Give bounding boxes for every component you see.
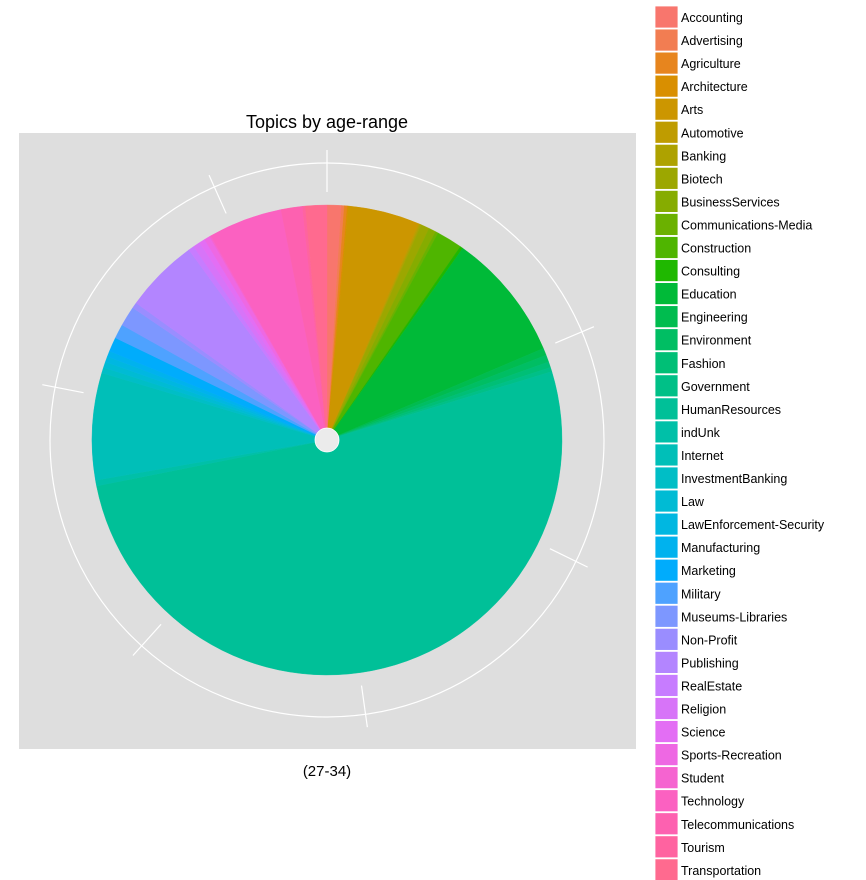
grid-spoke [555,326,595,344]
legend-key-religion [654,697,679,720]
legend-key-manufacturing [654,535,679,559]
pie-slices [91,204,563,676]
grid-spoke [549,548,588,568]
legend-key-internet [654,443,679,467]
legend-label-non-profit: Non-Profit [681,633,738,647]
legend-key-agriculture [654,51,679,75]
legend-key-government [654,374,679,398]
legend-label-biotech: Biotech [681,172,723,186]
legend-label-marketing: Marketing [681,564,736,578]
legend-key-humanresources [654,397,679,421]
legend-key-science [654,720,679,743]
legend-key-automotive [654,120,679,144]
legend-label-sports-recreation: Sports-Recreation [681,749,782,763]
grid-spoke [42,384,84,394]
legend-key-investmentbanking [654,466,679,490]
legend-label-law: Law [681,495,705,509]
legend-key-fashion [654,351,679,375]
legend-key-businessservices [654,189,679,213]
grid-spoke [208,174,227,214]
legend-label-lawenforcement-security: LawEnforcement-Security [681,518,825,532]
legend-label-military: Military [681,587,721,601]
legend-label-advertising: Advertising [681,34,743,48]
legend-label-telecommunications: Telecommunications [681,818,794,832]
legend-label-science: Science [681,726,726,740]
x-axis-label: (27-34) [303,763,351,780]
legend-label-government: Government [681,380,750,394]
legend-label-manufacturing: Manufacturing [681,541,760,555]
legend-key-publishing [654,651,679,674]
legend-key-military [654,581,679,605]
legend-label-environment: Environment [681,334,752,348]
legend-label-fashion: Fashion [681,357,726,371]
legend-key-marketing [654,558,679,582]
center-hub [314,427,340,453]
legend-key-museums-libraries [654,604,679,628]
legend-key-realestate [654,674,679,697]
legend-key-biotech [654,166,679,190]
legend-label-education: Education [681,288,737,302]
legend-key-consulting [654,259,679,282]
legend-key-technology [654,789,679,813]
legend-key-architecture [654,74,679,98]
chart-title: Topics by age-range [246,112,408,132]
legend-label-tourism: Tourism [681,841,725,855]
legend-label-internet: Internet [681,449,724,463]
legend-key-indunk [654,420,679,444]
legend-key-banking [654,143,679,167]
legend-label-museums-libraries: Museums-Libraries [681,610,787,624]
legend-key-education [654,282,679,306]
legend-label-banking: Banking [681,149,726,163]
legend-label-communications-media: Communications-Media [681,218,812,232]
legend-label-transportation: Transportation [681,864,761,878]
legend-label-consulting: Consulting [681,265,740,279]
legend-label-agriculture: Agriculture [681,57,741,71]
legend-key-communications-media [654,213,679,236]
legend-label-automotive: Automotive [681,126,744,140]
radial-grid [42,150,605,728]
grid-spoke [360,685,368,728]
legend-key-law [654,489,679,513]
legend-key-sports-recreation [654,743,679,766]
legend-label-architecture: Architecture [681,80,748,94]
legend-key-telecommunications [654,812,679,836]
legend-key-lawenforcement-security [654,512,679,536]
legend-label-investmentbanking: InvestmentBanking [681,472,787,486]
legend-label-religion: Religion [681,703,726,717]
legend-key-tourism [654,835,679,859]
legend-label-student: Student [681,772,725,786]
legend-key-arts [654,97,679,121]
legend-key-advertising [654,28,679,52]
legend-label-humanresources: HumanResources [681,403,781,417]
legend-label-construction: Construction [681,242,751,256]
legend-label-businessservices: BusinessServices [681,195,780,209]
legend-key-transportation [654,858,679,880]
legend-key-construction [654,236,679,259]
legend-label-publishing: Publishing [681,656,739,670]
legend-key-student [654,766,679,790]
legend: Accounting Advertising Agriculture Architec… [654,5,825,880]
legend-label-realestate: RealEstate [681,679,742,693]
legend-label-engineering: Engineering [681,311,748,325]
grid-spoke [132,623,162,656]
legend-label-accounting: Accounting [681,11,743,25]
legend-key-non-profit [654,627,679,651]
legend-key-engineering [654,305,679,329]
legend-label-arts: Arts [681,103,703,117]
legend-label-technology: Technology [681,795,745,809]
legend-key-environment [654,328,679,352]
legend-key-accounting [654,5,679,29]
legend-label-indunk: indUnk [681,426,721,440]
